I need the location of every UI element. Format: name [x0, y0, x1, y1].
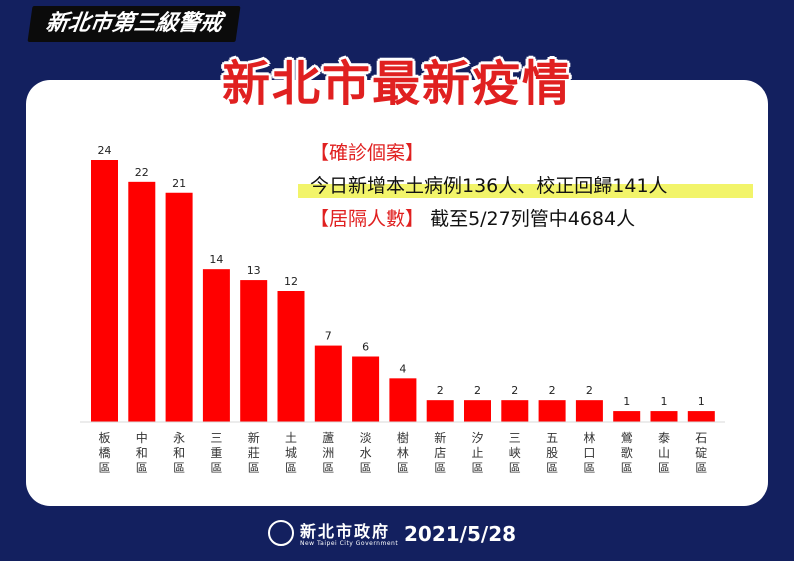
government-logo-name: 新北市政府	[300, 522, 391, 541]
category-label-char: 橋	[98, 446, 110, 460]
category-label-char: 區	[248, 461, 260, 475]
category-label-char: 區	[583, 461, 595, 475]
category-label-char: 三	[210, 431, 222, 445]
bar-value-label: 1	[698, 395, 705, 408]
category-label-char: 區	[471, 461, 483, 475]
bar-value-label: 2	[511, 384, 518, 397]
bar-value-label: 13	[247, 264, 261, 277]
quarantine-label: 【居隔人數】	[310, 208, 425, 230]
city-emblem-icon	[268, 520, 294, 546]
government-logo-subtitle: New Taipei City Government	[300, 540, 399, 547]
category-label-char: 區	[434, 461, 446, 475]
bar-8	[352, 356, 380, 422]
main-title: 新北市最新疫情	[221, 56, 572, 112]
bar-value-label: 1	[661, 395, 668, 408]
category-label-char: 中	[136, 430, 148, 445]
category-label-char: 三	[509, 431, 521, 445]
category-label-char: 區	[98, 461, 110, 475]
bar-17	[687, 411, 715, 422]
bar-value-label: 6	[362, 341, 369, 354]
bar-7	[314, 345, 342, 422]
category-label-char: 區	[173, 461, 185, 475]
category-label-char: 店	[434, 446, 446, 460]
category-label-char: 新	[248, 430, 260, 445]
bar-value-label: 1	[623, 395, 630, 408]
category-label-char: 土	[285, 431, 297, 445]
bar-value-label: 7	[325, 330, 332, 343]
bar-14	[575, 400, 603, 422]
bar-value-label: 12	[284, 275, 298, 288]
category-label-char: 止	[471, 446, 483, 460]
category-label-char: 板	[98, 431, 110, 445]
bar-11	[464, 400, 491, 422]
bar-3	[165, 192, 193, 422]
category-label-char: 水	[360, 446, 372, 460]
category-label-char: 碇	[695, 446, 707, 460]
category-label-char: 區	[546, 461, 558, 475]
category-label-char: 區	[285, 461, 297, 475]
category-label-char: 區	[360, 461, 372, 475]
bar-4	[202, 269, 230, 422]
bar-2	[128, 181, 156, 422]
bar-value-label: 2	[437, 384, 444, 397]
bar-value-label: 24	[98, 144, 112, 157]
category-label-char: 區	[136, 461, 148, 475]
category-label-char: 和	[136, 446, 148, 460]
bar-16	[650, 411, 678, 422]
category-label-char: 蘆	[322, 431, 334, 445]
quarantine-text: 截至5/27列管中4684人	[430, 208, 636, 230]
bar-value-label: 2	[586, 384, 593, 397]
category-label-char: 莊	[248, 446, 260, 460]
category-label-char: 區	[397, 461, 409, 475]
bar-value-label: 21	[172, 177, 186, 190]
category-label-char: 區	[621, 461, 633, 475]
bar-9	[389, 378, 417, 422]
category-label-char: 五	[546, 431, 558, 445]
category-label-char: 區	[658, 461, 670, 475]
bar-value-label: 22	[135, 166, 149, 179]
category-label-char: 樹	[397, 431, 409, 445]
category-label-char: 新	[434, 430, 446, 445]
bar-value-label: 2	[474, 384, 481, 397]
bar-6	[277, 291, 305, 422]
report-date: 2021/5/28	[404, 522, 517, 546]
bar-value-label: 14	[209, 253, 223, 266]
category-label-char: 鶯	[621, 430, 633, 445]
category-label-char: 區	[695, 461, 707, 475]
quarantine-line: 【居隔人數】 截至5/27列管中4684人	[310, 204, 635, 231]
category-label-char: 淡	[360, 431, 372, 445]
category-label-char: 汐	[471, 430, 483, 445]
bar-12	[501, 400, 529, 422]
category-label-char: 林	[583, 431, 595, 445]
bar-10	[426, 400, 454, 422]
category-label-char: 泰	[658, 431, 670, 445]
category-label-char: 山	[658, 446, 670, 460]
category-label-char: 永	[173, 431, 185, 445]
category-label-char: 重	[210, 446, 222, 460]
confirmed-cases-line: 【確診個案】	[310, 138, 424, 165]
category-label-char: 洲	[322, 446, 334, 460]
category-label-char: 區	[509, 461, 521, 475]
bar-13	[538, 400, 566, 422]
bar-5	[240, 280, 268, 422]
bar-value-label: 4	[399, 362, 406, 375]
category-label-char: 歌	[621, 445, 633, 460]
bar-value-label: 2	[549, 384, 556, 397]
category-label-char: 區	[210, 461, 222, 475]
bar-1	[91, 160, 118, 422]
confirmed-cases-text: 今日新增本土病例136人、校正回歸141人	[310, 175, 668, 197]
text-highlight	[298, 184, 753, 198]
category-label-char: 和	[173, 446, 185, 460]
category-label-char: 峽	[509, 446, 521, 460]
category-label-char: 林	[397, 446, 409, 460]
confirmed-cases-label: 【確診個案】	[310, 142, 425, 164]
category-label-char: 區	[322, 461, 334, 475]
category-label-char: 股	[546, 446, 558, 460]
bar-15	[613, 411, 641, 422]
category-label-char: 石	[695, 431, 707, 445]
category-label-char: 城	[285, 446, 297, 460]
category-label-char: 口	[583, 446, 595, 460]
